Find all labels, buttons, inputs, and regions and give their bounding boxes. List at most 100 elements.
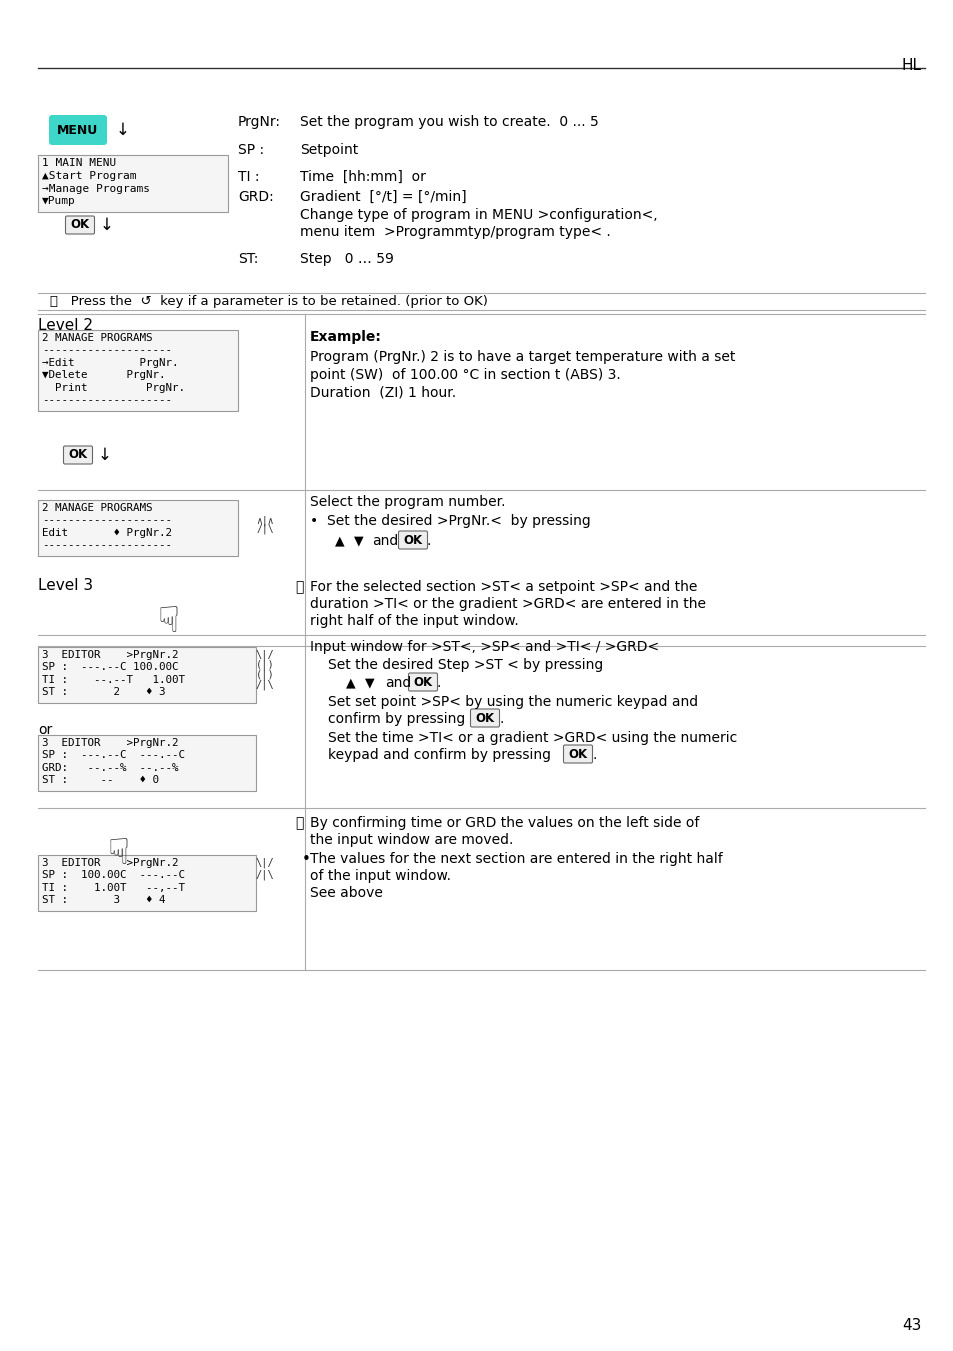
Text: ⓘ: ⓘ [294, 816, 303, 830]
Text: keypad and confirm by pressing: keypad and confirm by pressing [328, 748, 551, 762]
Text: of the input window.: of the input window. [310, 869, 451, 884]
Text: .: . [427, 534, 431, 549]
FancyBboxPatch shape [49, 115, 107, 145]
Text: ⓘ: ⓘ [294, 580, 303, 594]
Text: ▼: ▼ [365, 676, 375, 689]
Text: (|): (|) [255, 661, 274, 670]
Text: right half of the input window.: right half of the input window. [310, 613, 518, 628]
Text: TI :    1.00T   --,--T: TI : 1.00T --,--T [42, 884, 185, 893]
Text: ▲Start Program: ▲Start Program [42, 170, 136, 181]
Text: SP :  ---.--C 100.00C: SP : ---.--C 100.00C [42, 662, 178, 673]
Text: ⓘ   Press the  ↺  key if a parameter is to be retained. (prior to OK): ⓘ Press the ↺ key if a parameter is to b… [50, 295, 487, 308]
Text: GRD:   --.--%  --.--%: GRD: --.--% --.--% [42, 763, 178, 773]
Text: .: . [593, 748, 597, 762]
Text: Input window for >ST<, >SP< and >TI< / >GRD<: Input window for >ST<, >SP< and >TI< / >… [310, 640, 659, 654]
Text: --------------------: -------------------- [42, 540, 172, 550]
Text: 43: 43 [902, 1319, 921, 1333]
Text: \|/: \|/ [255, 650, 274, 661]
Text: ▼: ▼ [354, 534, 363, 547]
Text: •: • [302, 852, 311, 867]
Text: ↓: ↓ [100, 216, 113, 234]
Text: MENU: MENU [57, 123, 98, 136]
Text: Print         PrgNr.: Print PrgNr. [42, 382, 185, 393]
Text: →Edit          PrgNr.: →Edit PrgNr. [42, 358, 178, 367]
Text: See above: See above [310, 886, 382, 900]
Text: (|): (|) [255, 670, 274, 681]
Text: the input window are moved.: the input window are moved. [310, 834, 513, 847]
Text: ST:: ST: [237, 253, 258, 266]
Text: or: or [38, 723, 52, 738]
Text: ST :       3    ♦ 4: ST : 3 ♦ 4 [42, 896, 165, 905]
Text: 3  EDITOR    >PrgNr.2: 3 EDITOR >PrgNr.2 [42, 738, 178, 748]
Text: By confirming time or GRD the values on the left side of: By confirming time or GRD the values on … [310, 816, 699, 830]
Text: OK: OK [403, 534, 422, 547]
Text: --------------------: -------------------- [42, 396, 172, 405]
Text: ☟: ☟ [157, 605, 179, 639]
FancyBboxPatch shape [66, 216, 94, 234]
Text: Time  [hh:mm]  or: Time [hh:mm] or [299, 170, 425, 184]
Text: menu item  >Programmtyp/program type< .: menu item >Programmtyp/program type< . [299, 226, 610, 239]
Text: Level 2: Level 2 [38, 317, 92, 332]
Text: ▲: ▲ [335, 534, 344, 547]
Text: ↓: ↓ [98, 446, 112, 463]
Text: TI :    --.--T   1.00T: TI : --.--T 1.00T [42, 676, 185, 685]
FancyBboxPatch shape [38, 500, 237, 555]
Text: Change type of program in MENU >configuration<,: Change type of program in MENU >configur… [299, 208, 657, 222]
Text: ↓: ↓ [116, 122, 130, 139]
Text: ▼Delete      PrgNr.: ▼Delete PrgNr. [42, 370, 165, 381]
Text: GRD:: GRD: [237, 190, 274, 204]
Text: OK: OK [413, 676, 432, 689]
Text: SP :  ---.--C  ---.--C: SP : ---.--C ---.--C [42, 750, 185, 761]
Text: ST :       2    ♦ 3: ST : 2 ♦ 3 [42, 688, 165, 697]
Text: Set the time >TI< or a gradient >GRD< using the numeric: Set the time >TI< or a gradient >GRD< us… [328, 731, 737, 744]
Text: Select the program number.: Select the program number. [310, 494, 505, 509]
Text: Set the desired Step >ST < by pressing: Set the desired Step >ST < by pressing [328, 658, 602, 671]
Text: •  Set the desired >PrgNr.<  by pressing: • Set the desired >PrgNr.< by pressing [310, 513, 590, 528]
Text: Duration  (ZI) 1 hour.: Duration (ZI) 1 hour. [310, 386, 456, 400]
Text: OK: OK [71, 219, 90, 231]
Text: point (SW)  of 100.00 °C in section t (ABS) 3.: point (SW) of 100.00 °C in section t (AB… [310, 367, 620, 382]
FancyBboxPatch shape [398, 531, 427, 549]
Text: duration >TI< or the gradient >GRD< are entered in the: duration >TI< or the gradient >GRD< are … [310, 597, 705, 611]
Text: --------------------: -------------------- [42, 516, 172, 526]
Text: SP :  100.00C  ---.--C: SP : 100.00C ---.--C [42, 870, 185, 881]
Text: 3  EDITOR    >PrgNr.2: 3 EDITOR >PrgNr.2 [42, 650, 178, 661]
Text: Level 3: Level 3 [38, 578, 93, 593]
Text: OK: OK [568, 747, 587, 761]
Text: 2 MANAGE PROGRAMS: 2 MANAGE PROGRAMS [42, 332, 152, 343]
Text: Step   0 … 59: Step 0 … 59 [299, 253, 394, 266]
FancyBboxPatch shape [64, 446, 92, 463]
Text: and: and [372, 534, 397, 549]
Text: 3  EDITOR    >PrgNr.2: 3 EDITOR >PrgNr.2 [42, 858, 178, 867]
Text: Gradient  [°/t] = [°/min]: Gradient [°/t] = [°/min] [299, 190, 466, 204]
Text: /|\: /|\ [256, 523, 274, 534]
Text: .: . [499, 712, 504, 725]
Text: .: . [436, 676, 441, 690]
Text: Example:: Example: [310, 330, 381, 345]
Text: For the selected section >ST< a setpoint >SP< and the: For the selected section >ST< a setpoint… [310, 580, 697, 594]
Text: OK: OK [475, 712, 494, 724]
Text: ST :     --    ♦ 0: ST : -- ♦ 0 [42, 775, 159, 785]
Text: Set the program you wish to create.  0 ... 5: Set the program you wish to create. 0 ..… [299, 115, 598, 128]
Text: ☟: ☟ [107, 838, 129, 871]
Text: The values for the next section are entered in the right half: The values for the next section are ente… [310, 852, 722, 866]
FancyBboxPatch shape [38, 735, 255, 790]
Text: --------------------: -------------------- [42, 346, 172, 355]
FancyBboxPatch shape [563, 744, 592, 763]
Text: ▼Pump: ▼Pump [42, 196, 75, 207]
Text: ∧|∧: ∧|∧ [256, 515, 274, 526]
Text: ▲: ▲ [346, 676, 355, 689]
Text: TI :: TI : [237, 170, 259, 184]
FancyBboxPatch shape [38, 155, 228, 212]
Text: PrgNr:: PrgNr: [237, 115, 281, 128]
Text: SP :: SP : [237, 143, 264, 157]
Text: OK: OK [69, 449, 88, 462]
Text: 2 MANAGE PROGRAMS: 2 MANAGE PROGRAMS [42, 503, 152, 513]
Text: and: and [385, 676, 411, 690]
Text: confirm by pressing: confirm by pressing [328, 712, 465, 725]
FancyBboxPatch shape [408, 673, 437, 690]
FancyBboxPatch shape [38, 647, 255, 703]
FancyBboxPatch shape [470, 709, 499, 727]
FancyBboxPatch shape [38, 330, 237, 411]
Text: Setpoint: Setpoint [299, 143, 358, 157]
